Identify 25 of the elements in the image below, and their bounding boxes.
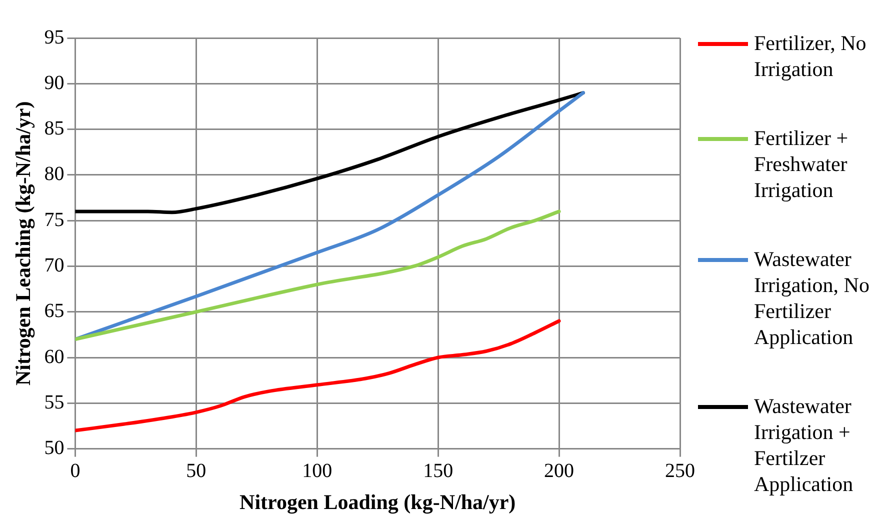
legend-label: Fertilizer, No Irrigation xyxy=(754,30,868,82)
line-series xyxy=(75,319,561,432)
legend-label: Wastewater Irrigation, No Fertilizer Application xyxy=(754,246,870,350)
line-series xyxy=(75,91,585,214)
y-tick-label: 55 xyxy=(44,391,64,414)
x-tick-label: 50 xyxy=(186,460,206,482)
x-tick-label: 250 xyxy=(665,460,695,482)
x-tick-label: 150 xyxy=(423,460,454,482)
y-tick-label: 95 xyxy=(44,26,64,48)
x-tick-label: 100 xyxy=(302,460,332,482)
x-tick-label: 0 xyxy=(70,460,80,482)
y-tick-label: 65 xyxy=(44,300,64,322)
y-tick-label: 50 xyxy=(44,437,64,460)
y-tick-label: 85 xyxy=(44,118,64,140)
legend-label: Fertilizer + Freshwater Irrigation xyxy=(754,124,850,202)
y-tick-label: 90 xyxy=(44,72,64,94)
y-tick-label: 60 xyxy=(44,346,64,368)
y-tick-label: 80 xyxy=(44,163,64,186)
legend-label: Wastewater Irrigation + Fertilzer Application xyxy=(754,392,854,496)
y-tick-label: 75 xyxy=(44,208,64,231)
line-series xyxy=(75,210,561,342)
y-axis-title: Nitrogen Leaching (kg-N/ha/yr) xyxy=(11,101,36,386)
x-axis-title: Nitrogen Loading (kg-N/ha/yr) xyxy=(240,490,516,514)
y-tick-label: 70 xyxy=(44,254,64,276)
x-tick-label: 200 xyxy=(544,460,574,482)
